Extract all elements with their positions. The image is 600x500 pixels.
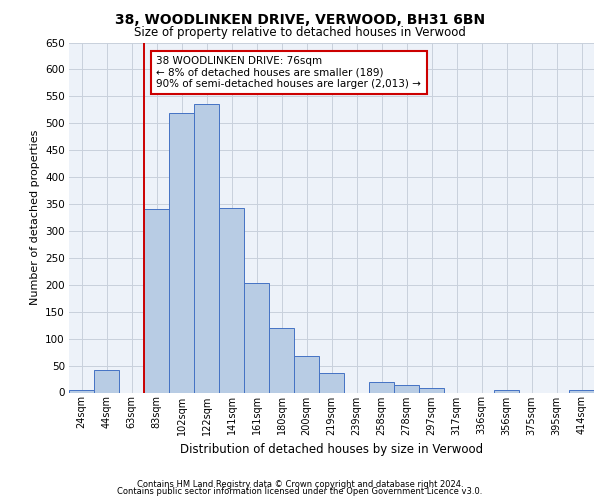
Bar [219, 208, 244, 392]
Bar [94, 370, 119, 392]
Bar [419, 388, 444, 392]
Bar [494, 390, 519, 392]
X-axis label: Distribution of detached houses by size in Verwood: Distribution of detached houses by size … [180, 443, 483, 456]
Bar [194, 104, 219, 393]
Bar [294, 356, 319, 392]
Y-axis label: Number of detached properties: Number of detached properties [29, 130, 40, 305]
Text: Size of property relative to detached houses in Verwood: Size of property relative to detached ho… [134, 26, 466, 39]
Bar [144, 210, 169, 392]
Text: Contains HM Land Registry data © Crown copyright and database right 2024.: Contains HM Land Registry data © Crown c… [137, 480, 463, 489]
Text: 38, WOODLINKEN DRIVE, VERWOOD, BH31 6BN: 38, WOODLINKEN DRIVE, VERWOOD, BH31 6BN [115, 13, 485, 27]
Bar [319, 372, 344, 392]
Bar [569, 390, 594, 392]
Text: Contains public sector information licensed under the Open Government Licence v3: Contains public sector information licen… [118, 488, 482, 496]
Bar [244, 282, 269, 393]
Bar [369, 382, 394, 392]
Bar [394, 385, 419, 392]
Bar [69, 390, 94, 392]
Bar [269, 328, 294, 392]
Bar [169, 112, 194, 392]
Text: 38 WOODLINKEN DRIVE: 76sqm
← 8% of detached houses are smaller (189)
90% of semi: 38 WOODLINKEN DRIVE: 76sqm ← 8% of detac… [157, 56, 421, 89]
